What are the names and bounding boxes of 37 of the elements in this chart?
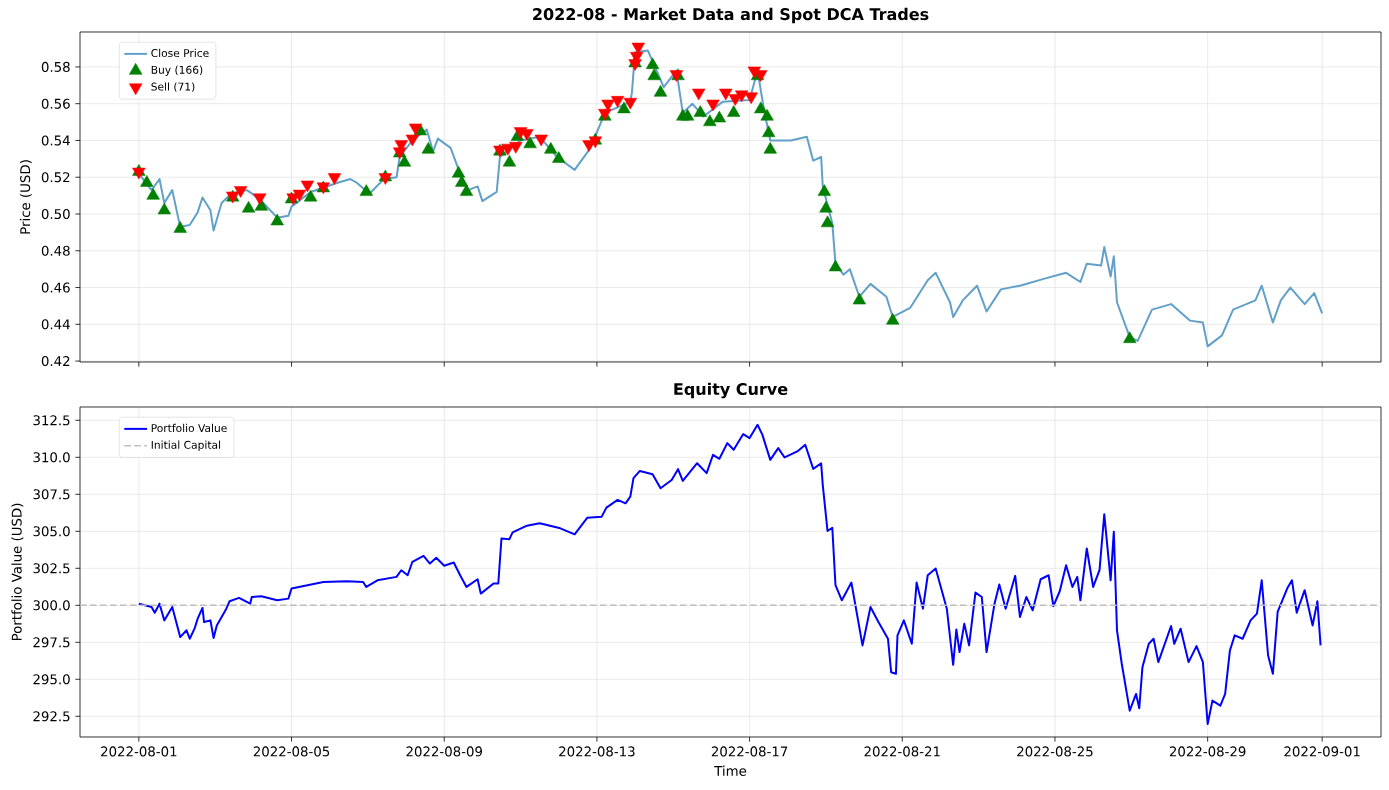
y-tick-label: 292.5 (33, 711, 70, 722)
x-axis-title: Time (714, 765, 747, 776)
legend-label: Close Price (151, 48, 209, 58)
y-tick-label: 310.0 (33, 452, 70, 463)
y-tick-label: 305.0 (33, 526, 70, 537)
y-tick-label: 0.44 (41, 319, 70, 330)
y-axis-title: Price (USD) (19, 160, 32, 234)
y-tick-label: 297.5 (33, 637, 70, 648)
x-tick-label: 2022-08-09 (406, 746, 483, 757)
x-tick-label: 2022-08-01 (101, 746, 177, 757)
x-tick-label: 2022-08-21 (864, 746, 940, 757)
x-tick-label: 2022-09-01 (1284, 746, 1360, 757)
y-tick-label: 0.48 (41, 245, 70, 256)
x-tick-label: 2022-08-29 (1169, 746, 1246, 757)
y-tick-label: 0.58 (41, 61, 70, 72)
x-tick-label: 2022-08-17 (711, 746, 788, 757)
y-tick-label: 0.46 (41, 282, 70, 293)
legend-label: Buy (166) (151, 65, 203, 76)
y-tick-label: 307.5 (33, 489, 70, 500)
y-tick-label: 300.0 (33, 600, 70, 611)
y-tick-label: 0.52 (41, 172, 70, 183)
x-tick-label: 2022-08-25 (1017, 746, 1093, 757)
x-tick-label: 2022-08-13 (559, 746, 635, 757)
chart-title: 2022-08 - Market Data and Spot DCA Trades (533, 7, 929, 24)
x-tick-label: 2022-08-05 (253, 746, 330, 757)
legend-label: Initial Capital (151, 440, 221, 451)
y-tick-label: 302.5 (33, 563, 70, 574)
chart-title: Equity Curve (674, 382, 788, 399)
y-axis-title: Portfolio Value (USD) (11, 503, 24, 641)
y-tick-label: 0.54 (41, 135, 70, 146)
legend-label: Sell (71) (151, 82, 195, 92)
y-tick-label: 0.42 (41, 356, 70, 367)
y-tick-label: 312.5 (33, 415, 70, 426)
legend-label: Portfolio Value (151, 423, 227, 433)
y-tick-label: 295.0 (33, 674, 70, 685)
y-tick-label: 0.56 (41, 98, 70, 109)
y-tick-label: 0.50 (41, 208, 70, 220)
